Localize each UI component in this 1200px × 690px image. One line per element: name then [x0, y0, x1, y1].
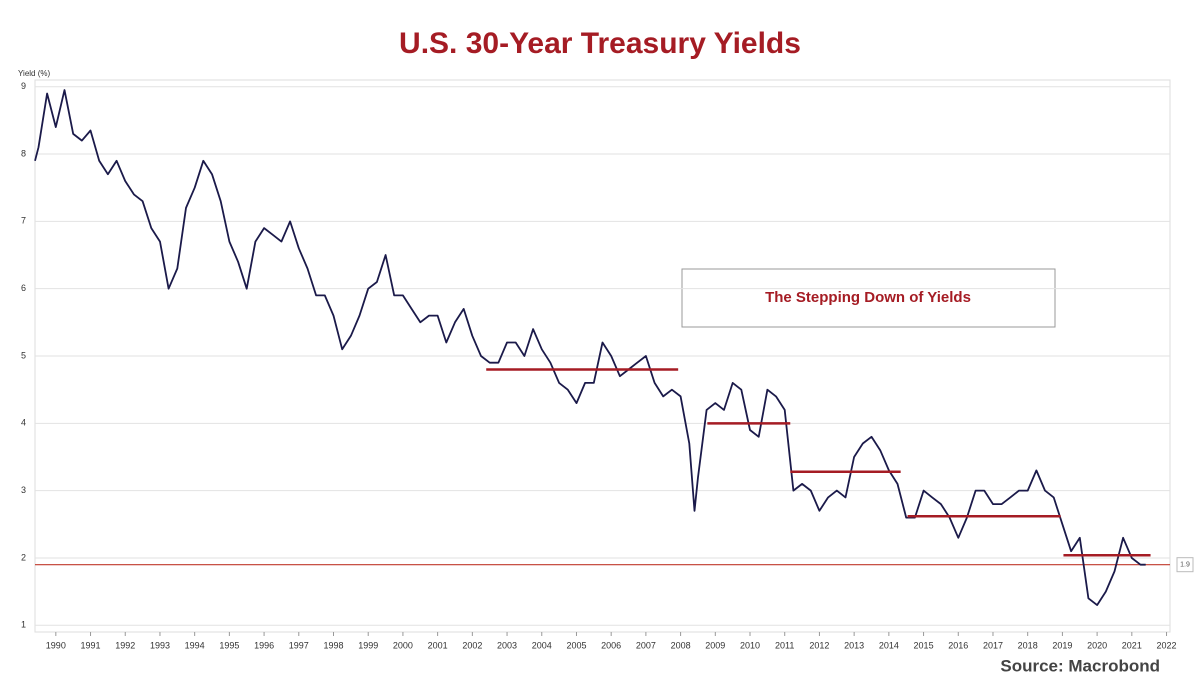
y-axis-label: Yield (%) — [18, 69, 50, 78]
reference-label: 1.9 — [1180, 562, 1190, 569]
annotation: The Stepping Down of Yields — [765, 289, 971, 306]
x-tick-label: 2018 — [1018, 640, 1038, 650]
x-tick-label: 2004 — [532, 640, 552, 650]
x-tick-label: 1994 — [185, 640, 205, 650]
x-tick-label: 2015 — [914, 640, 934, 650]
y-tick-label: 2 — [21, 552, 26, 562]
y-tick-label: 1 — [21, 620, 26, 630]
x-tick-label: 2014 — [879, 640, 899, 650]
x-tick-label: 1999 — [358, 640, 378, 650]
x-tick-label: 2019 — [1052, 640, 1072, 650]
x-tick-label: 1995 — [219, 640, 239, 650]
x-tick-label: 2020 — [1087, 640, 1107, 650]
x-tick-label: 2013 — [844, 640, 864, 650]
x-tick-label: 2009 — [705, 640, 725, 650]
x-tick-label: 2016 — [948, 640, 968, 650]
y-tick-label: 9 — [21, 81, 26, 91]
x-tick-label: 1991 — [81, 640, 101, 650]
x-tick-label: 2007 — [636, 640, 656, 650]
x-tick-label: 2010 — [740, 640, 760, 650]
x-tick-label: 1993 — [150, 640, 170, 650]
yield-line — [34, 89, 1146, 606]
x-tick-label: 2000 — [393, 640, 413, 650]
chart-title: U.S. 30-Year Treasury Yields — [399, 27, 801, 60]
x-tick-label: 2008 — [671, 640, 691, 650]
y-tick-label: 4 — [21, 418, 26, 428]
x-tick-label: 1992 — [115, 640, 135, 650]
x-tick-label: 1997 — [289, 640, 309, 650]
y-tick-label: 3 — [21, 485, 26, 495]
x-tick-label: 2017 — [983, 640, 1003, 650]
x-tick-label: 2011 — [775, 640, 794, 650]
y-tick-label: 6 — [21, 283, 26, 293]
x-tick-label: 2022 — [1157, 640, 1177, 650]
y-tick-label: 5 — [21, 350, 26, 360]
x-tick-label: 2012 — [809, 640, 829, 650]
x-tick-label: 2021 — [1122, 640, 1142, 650]
y-tick-label: 8 — [21, 148, 26, 158]
x-tick-label: 2002 — [462, 640, 482, 650]
x-tick-label: 1990 — [46, 640, 66, 650]
annotation-box — [681, 268, 1056, 328]
x-tick-label: 1996 — [254, 640, 274, 650]
x-tick-label: 2006 — [601, 640, 621, 650]
x-tick-label: 1998 — [323, 640, 343, 650]
reference-label-box — [1176, 557, 1194, 573]
source: Source: Macrobond — [1000, 656, 1160, 675]
x-tick-label: 2005 — [566, 640, 586, 650]
y-tick-label: 7 — [21, 216, 26, 226]
x-tick-label: 2001 — [428, 640, 448, 650]
x-tick-label: 2003 — [497, 640, 517, 650]
